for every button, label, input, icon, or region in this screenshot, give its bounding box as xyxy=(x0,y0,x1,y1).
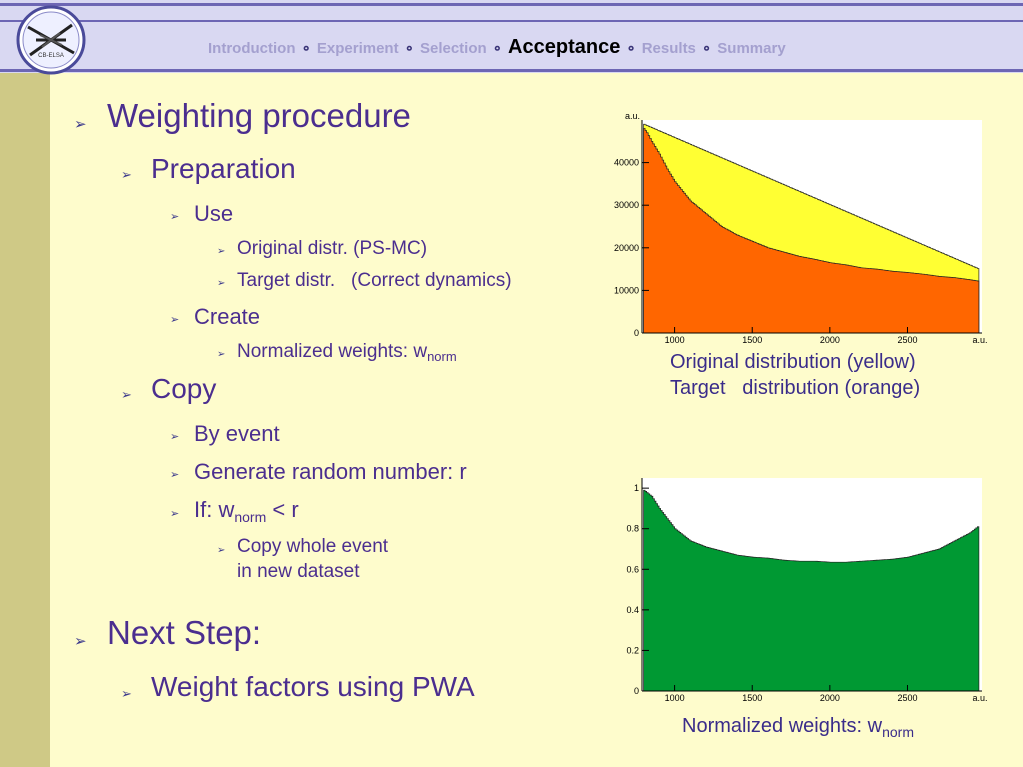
x-tick-label: 1000 xyxy=(665,335,685,345)
item-normalized-weights: Normalized weights: wnorm xyxy=(237,341,457,364)
bullet-icon: ➢ xyxy=(170,508,180,520)
normalized-label: Normalized weights: w xyxy=(237,341,428,362)
breadcrumb-nav: Introduction ∘ Experiment ∘ Selection ∘ Accept… xyxy=(208,36,786,59)
x-tick-label: 1500 xyxy=(742,693,762,703)
nav-separator: ∘ xyxy=(626,40,636,57)
series-orange xyxy=(643,128,980,334)
weights-histogram: 0 0.2 0.4 0.6 0.8 1 1000 1500 2000 2500 a.u. xyxy=(626,478,988,703)
y-tick-label: 0.4 xyxy=(626,605,639,615)
logo-text: CB-ELSA xyxy=(38,53,64,59)
y-tick-label: 30000 xyxy=(614,200,639,210)
heading-next-step: Next Step: xyxy=(107,614,262,651)
if-prefix: If: w xyxy=(194,497,235,522)
y-tick-label: 0.6 xyxy=(626,564,639,574)
header-line xyxy=(0,69,1023,72)
item-target-distr: Target distr. (Correct dynamics) xyxy=(237,270,512,291)
item-if-condition: If: wnorm < r xyxy=(194,497,299,525)
header-bar xyxy=(0,0,1023,73)
item-generate-random: Generate random number: r xyxy=(194,459,467,484)
nav-item-results[interactable]: Results xyxy=(641,40,696,57)
bullet-icon: ➢ xyxy=(74,116,87,133)
left-sidebar xyxy=(0,0,50,767)
nav-item-introduction[interactable]: Introduction xyxy=(208,40,296,57)
bullet-icon: ➢ xyxy=(170,314,180,326)
item-preparation: Preparation xyxy=(151,153,296,184)
series-green xyxy=(643,489,980,692)
caption-target: Target distribution (orange) xyxy=(670,377,921,399)
y-tick-label: 1 xyxy=(634,483,639,493)
header-line xyxy=(0,20,1023,22)
bullet-icon: ➢ xyxy=(170,469,180,481)
y-tick-label: 0.2 xyxy=(626,645,639,655)
if-suffix: < r xyxy=(266,497,299,522)
x-tick-label: 1000 xyxy=(665,693,685,703)
norm-subscript: norm xyxy=(427,349,457,364)
nav-separator: ∘ xyxy=(404,40,414,57)
x-tick-label: 2000 xyxy=(820,693,840,703)
x-tick-label: 1500 xyxy=(742,335,762,345)
bullet-icon: ➢ xyxy=(217,278,226,289)
x-axis-label: a.u. xyxy=(972,335,987,345)
cb-elsa-logo: CB-ELSA xyxy=(16,5,86,75)
item-create: Create xyxy=(194,304,261,329)
x-tick-label: 2500 xyxy=(897,693,917,703)
y-axis-label: a.u. xyxy=(625,111,640,121)
item-use: Use xyxy=(194,201,234,226)
bullet-icon: ➢ xyxy=(121,387,132,402)
heading-weighting: Weighting procedure xyxy=(107,97,411,134)
norm-subscript: norm xyxy=(234,509,267,525)
caption-norm-subscript: norm xyxy=(882,724,914,740)
item-original-distr: Original distr. (PS-MC) xyxy=(237,238,428,259)
y-tick-label: 0 xyxy=(634,328,639,338)
nav-item-experiment[interactable]: Experiment xyxy=(316,40,399,57)
bullet-icon: ➢ xyxy=(217,545,226,556)
y-tick-label: 0 xyxy=(634,686,639,696)
y-tick-label: 40000 xyxy=(614,158,639,168)
bullet-icon: ➢ xyxy=(217,246,226,257)
y-tick-label: 0.8 xyxy=(626,524,639,534)
bullet-icon: ➢ xyxy=(170,431,180,443)
header-line xyxy=(0,3,1023,6)
caption-original: Original distribution (yellow) xyxy=(670,351,916,373)
caption-normalized: Normalized weights: wnorm xyxy=(682,715,914,740)
nav-item-acceptance[interactable]: Acceptance xyxy=(508,36,621,58)
item-weight-factors: Weight factors using PWA xyxy=(151,671,475,702)
nav-item-summary[interactable]: Summary xyxy=(717,40,786,57)
caption-normalized-label: Normalized weights: w xyxy=(682,715,883,737)
bullet-icon: ➢ xyxy=(121,686,132,701)
item-copy-whole-line2: in new dataset xyxy=(237,561,360,582)
x-axis-label: a.u. xyxy=(972,693,987,703)
x-tick-label: 2500 xyxy=(897,335,917,345)
bullet-icon: ➢ xyxy=(170,211,180,223)
item-by-event: By event xyxy=(194,421,280,446)
item-copy-whole-line1: Copy whole event xyxy=(237,536,389,557)
nav-item-selection[interactable]: Selection xyxy=(419,40,487,57)
nav-separator: ∘ xyxy=(492,40,503,57)
y-tick-label: 10000 xyxy=(614,285,639,295)
bullet-icon: ➢ xyxy=(74,633,87,650)
bullet-icon: ➢ xyxy=(217,349,226,360)
item-copy: Copy xyxy=(151,373,217,404)
nav-separator: ∘ xyxy=(701,40,712,57)
x-tick-label: 2000 xyxy=(820,335,840,345)
bullet-icon: ➢ xyxy=(121,167,132,182)
y-tick-label: 20000 xyxy=(614,243,639,253)
nav-separator: ∘ xyxy=(301,40,311,57)
distribution-histogram: 0 10000 20000 30000 40000 1000 1500 2000 2500 a.u… xyxy=(614,111,988,345)
